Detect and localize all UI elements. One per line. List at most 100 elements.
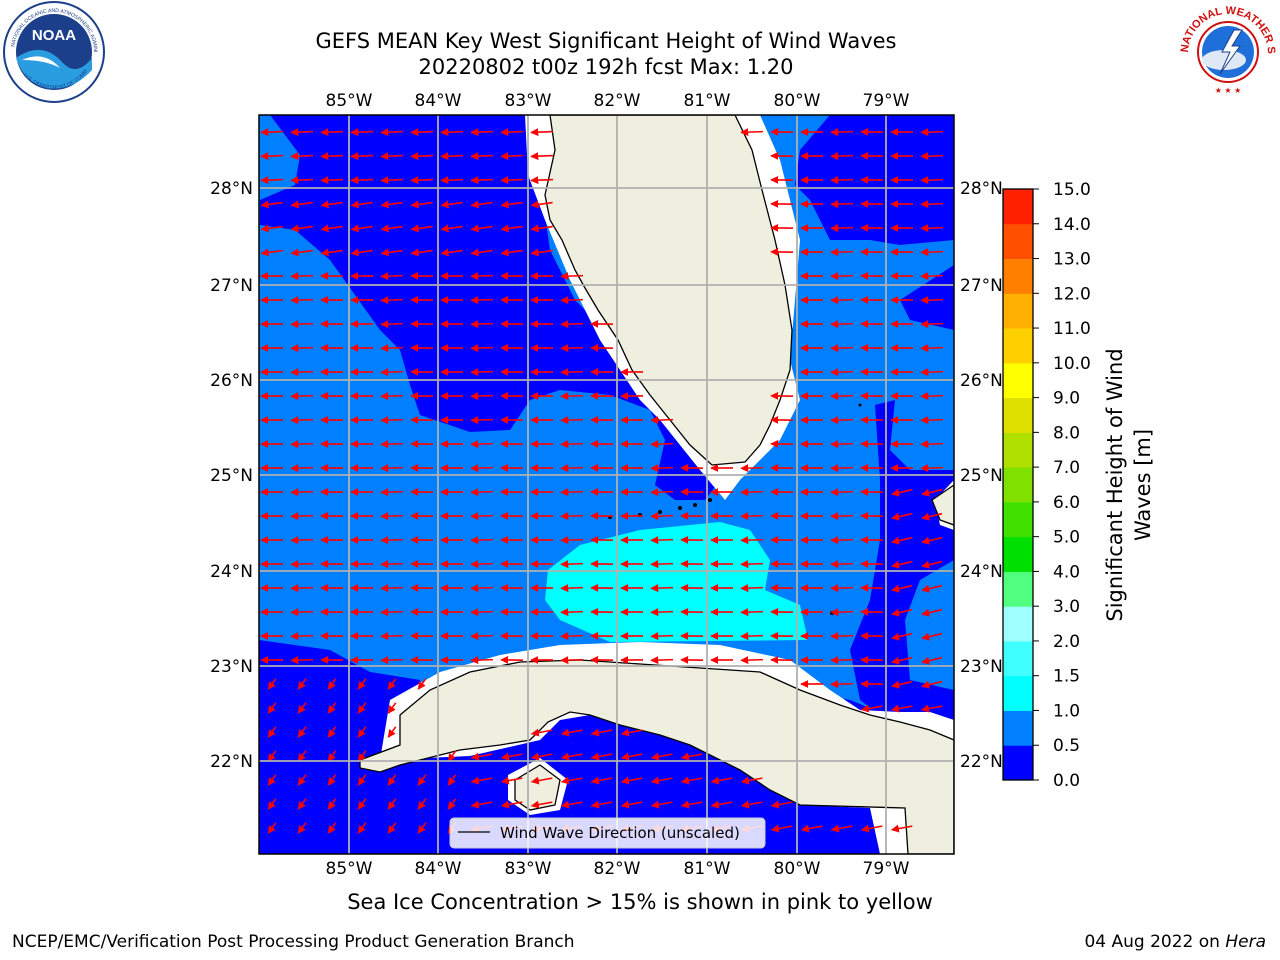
wind-wave-arrow (560, 272, 584, 281)
noaa-logo: NOAA NATIONAL OCEANIC AND ATMOSPHERIC AD… (2, 0, 105, 103)
wind-wave-arrow (530, 776, 553, 785)
wind-wave-arrow (830, 296, 854, 305)
wind-wave-arrow (470, 344, 494, 353)
colorbar-tick-label: 1.0 (1053, 701, 1080, 721)
lat-label: 27°N (960, 276, 1003, 296)
wind-wave-arrow (920, 128, 944, 137)
footer-host: Hera (1225, 932, 1266, 952)
wind-wave-arrow (830, 608, 854, 617)
wind-wave-arrow (470, 248, 493, 257)
wind-wave-arrow (830, 464, 854, 473)
wind-wave-arrow (650, 776, 673, 785)
wind-wave-arrow (620, 752, 643, 761)
wind-wave-arrow (560, 416, 584, 425)
footer-credit: NCEP/EMC/Verification Post Processing Pr… (12, 932, 575, 952)
wind-wave-arrow (327, 750, 337, 762)
wind-wave-arrow (290, 152, 313, 161)
wind-wave-arrow (891, 632, 913, 641)
wind-wave-arrow (267, 798, 277, 810)
wind-wave-arrow (800, 824, 823, 833)
wind-wave-arrow (327, 726, 337, 738)
map-panel: Wind Wave Direction (unscaled) (259, 115, 954, 854)
wind-wave-arrow (560, 392, 584, 401)
wind-wave-arrow (650, 800, 673, 809)
wind-wave-arrow (267, 822, 277, 834)
wind-wave-arrow (921, 608, 943, 617)
colorbar-title-line2: Waves [m] (1131, 429, 1155, 541)
wind-wave-arrow (470, 368, 494, 377)
wind-wave-arrow (470, 560, 494, 569)
wind-wave-arrow (650, 656, 674, 665)
wind-wave-arrow (297, 726, 307, 738)
wind-wave-arrow (350, 200, 373, 209)
colorbar-swatch (1003, 536, 1033, 572)
colorbar-tick-label: 10.0 (1053, 354, 1091, 374)
wind-wave-arrow (357, 750, 367, 762)
wind-wave-arrow (891, 584, 913, 593)
map-legend: Wind Wave Direction (unscaled) (449, 817, 766, 849)
wind-wave-arrow (830, 272, 854, 281)
wind-wave-arrow (650, 488, 674, 497)
lat-label: 25°N (210, 466, 253, 486)
wind-wave-arrow (440, 224, 463, 233)
wind-wave-arrow (380, 224, 403, 233)
wind-wave-arrow (891, 536, 913, 545)
wind-wave-arrow (500, 128, 523, 137)
wind-wave-arrow (620, 776, 643, 785)
wind-wave-arrow (290, 488, 314, 497)
wind-wave-arrow (320, 200, 343, 209)
colorbar-swatch (1003, 189, 1033, 225)
wind-wave-arrow (560, 320, 584, 329)
wind-wave-arrow (920, 224, 944, 233)
wind-wave-arrow (290, 248, 313, 257)
wind-wave-arrow (650, 560, 674, 569)
wind-wave-arrow (530, 224, 553, 233)
wind-wave-arrow (320, 176, 343, 185)
colorbar-tick-label: 3.0 (1053, 597, 1080, 617)
wind-wave-arrow (260, 128, 283, 137)
wind-wave-arrow (380, 128, 403, 137)
wind-wave-arrow (470, 776, 493, 785)
wind-wave-arrow (470, 128, 493, 137)
wind-wave-arrow (410, 128, 433, 137)
wind-wave-arrow (920, 464, 944, 473)
lon-label: 79°W (863, 91, 910, 111)
lon-label: 83°W (505, 91, 552, 111)
colorbar-tick-label: 2.0 (1053, 632, 1080, 652)
wind-wave-arrow (590, 800, 613, 809)
lon-label: 80°W (774, 859, 821, 879)
lon-label: 82°W (594, 859, 641, 879)
wind-wave-arrow (440, 152, 463, 161)
wind-wave-arrow (470, 608, 494, 617)
wind-wave-arrow (357, 678, 367, 690)
wind-wave-arrow (770, 800, 793, 809)
sea-ice-note: Sea Ice Concentration > 15% is shown in … (347, 890, 933, 914)
wind-wave-arrow (350, 152, 373, 161)
wind-wave-arrow (380, 296, 404, 305)
wind-wave-arrow (297, 702, 307, 714)
colorbar-swatch (1003, 432, 1033, 468)
wind-wave-arrow (290, 608, 314, 617)
wind-wave-arrow (650, 464, 674, 473)
wind-wave-arrow (470, 296, 494, 305)
lon-label: 81°W (684, 859, 731, 879)
lon-label: 85°W (326, 91, 373, 111)
wind-wave-arrow (830, 560, 854, 569)
wind-wave-arrow (560, 536, 584, 545)
wind-wave-arrow (500, 776, 523, 785)
wind-wave-arrow (830, 248, 854, 257)
wind-wave-arrow (410, 152, 433, 161)
lon-label: 81°W (684, 91, 731, 111)
wind-wave-arrow (290, 224, 313, 233)
wind-wave-arrow (560, 464, 584, 473)
wind-wave-arrow (560, 608, 584, 617)
wind-wave-arrow (290, 512, 314, 521)
wind-wave-arrow (920, 344, 944, 353)
lat-label: 23°N (210, 657, 253, 677)
wind-wave-arrow (470, 632, 494, 641)
wind-wave-arrow (470, 320, 494, 329)
wind-wave-arrow (680, 800, 703, 809)
wind-wave-arrow (260, 224, 283, 233)
wind-wave-arrow (350, 128, 373, 137)
